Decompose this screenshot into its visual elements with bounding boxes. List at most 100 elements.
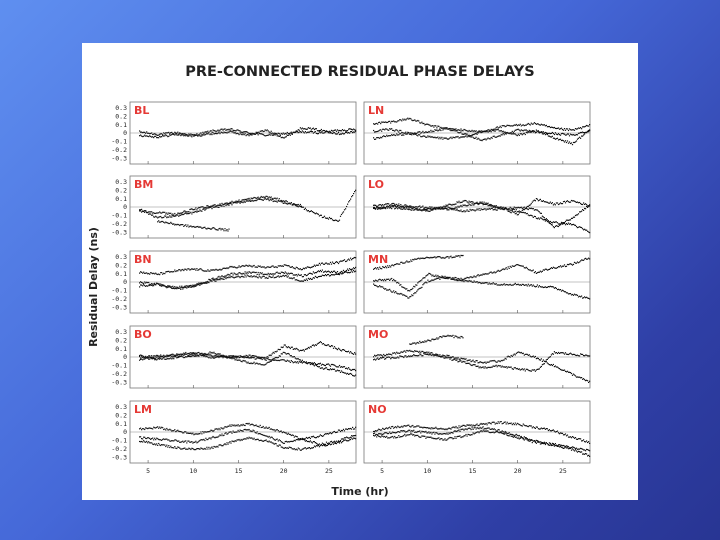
data-point <box>570 263 573 265</box>
data-point <box>545 124 547 126</box>
data-point <box>264 364 266 366</box>
data-point <box>194 208 196 210</box>
data-point <box>196 442 198 444</box>
data-point <box>481 274 483 276</box>
data-point <box>280 276 282 278</box>
data-point <box>313 264 315 266</box>
data-point <box>240 200 242 202</box>
data-point <box>549 126 551 129</box>
data-point <box>319 275 321 277</box>
data-point <box>522 283 524 286</box>
data-point <box>198 355 200 357</box>
data-point <box>349 200 351 202</box>
data-point <box>266 356 268 358</box>
data-point <box>198 210 200 212</box>
data-point <box>448 209 450 211</box>
data-point <box>142 356 144 359</box>
data-point <box>538 359 540 361</box>
data-point <box>225 131 227 133</box>
data-point <box>587 125 589 127</box>
data-point <box>560 352 563 354</box>
data-point <box>250 357 252 359</box>
data-point <box>291 133 293 135</box>
data-point <box>525 213 527 215</box>
data-point <box>186 356 188 358</box>
data-point <box>300 360 302 362</box>
data-point <box>398 134 400 136</box>
data-point <box>536 357 538 359</box>
data-point <box>447 206 449 208</box>
data-point <box>177 214 179 216</box>
data-point <box>184 285 186 287</box>
data-point <box>548 286 550 288</box>
data-point <box>334 271 337 273</box>
data-point <box>285 133 287 135</box>
data-point <box>293 277 295 279</box>
data-point <box>393 120 395 122</box>
data-point <box>478 367 480 369</box>
data-point <box>278 200 280 202</box>
data-point <box>540 212 542 214</box>
data-point <box>213 279 215 281</box>
data-point <box>404 204 406 206</box>
data-point <box>383 135 385 137</box>
data-point <box>526 368 528 370</box>
data-point <box>332 368 335 370</box>
data-point <box>420 132 422 134</box>
data-point <box>377 123 379 125</box>
data-point <box>213 133 215 135</box>
data-point <box>510 209 512 211</box>
data-point <box>526 205 528 208</box>
data-point <box>223 230 225 232</box>
data-point <box>436 277 438 280</box>
data-point <box>413 259 415 261</box>
data-point <box>467 204 469 206</box>
data-point <box>389 204 391 206</box>
data-point <box>215 268 217 270</box>
data-point <box>583 355 585 357</box>
data-point <box>553 366 555 368</box>
data-point <box>539 270 541 272</box>
data-point <box>510 284 512 286</box>
data-point <box>485 202 487 204</box>
data-point <box>489 130 491 132</box>
data-point <box>204 431 206 433</box>
data-point <box>262 275 264 277</box>
data-point <box>272 429 274 431</box>
data-point <box>182 211 184 214</box>
data-point <box>531 215 533 217</box>
data-point <box>484 361 486 363</box>
data-point <box>301 130 303 132</box>
data-point <box>545 359 547 361</box>
data-point <box>565 223 568 225</box>
data-point <box>403 207 405 209</box>
data-point <box>411 355 413 357</box>
data-point <box>175 355 177 357</box>
data-point <box>273 132 275 134</box>
data-point <box>317 436 319 438</box>
data-point <box>178 356 180 358</box>
data-point <box>484 273 486 275</box>
data-point <box>587 258 589 260</box>
data-point <box>171 430 173 432</box>
data-point <box>510 133 512 135</box>
data-point <box>404 355 406 357</box>
data-point <box>414 342 416 344</box>
data-point <box>385 280 387 282</box>
data-point <box>461 211 463 213</box>
data-point <box>254 358 256 360</box>
data-point <box>182 286 184 289</box>
data-point <box>432 125 434 127</box>
data-point <box>403 132 405 134</box>
data-point <box>170 216 172 218</box>
data-point <box>176 354 178 356</box>
data-point <box>183 213 185 215</box>
data-point <box>556 225 559 227</box>
data-point <box>246 131 248 133</box>
data-point <box>351 373 353 375</box>
data-point <box>353 267 355 269</box>
data-point <box>515 129 517 131</box>
data-point <box>178 430 180 432</box>
data-point <box>376 354 378 357</box>
data-point <box>317 213 319 215</box>
